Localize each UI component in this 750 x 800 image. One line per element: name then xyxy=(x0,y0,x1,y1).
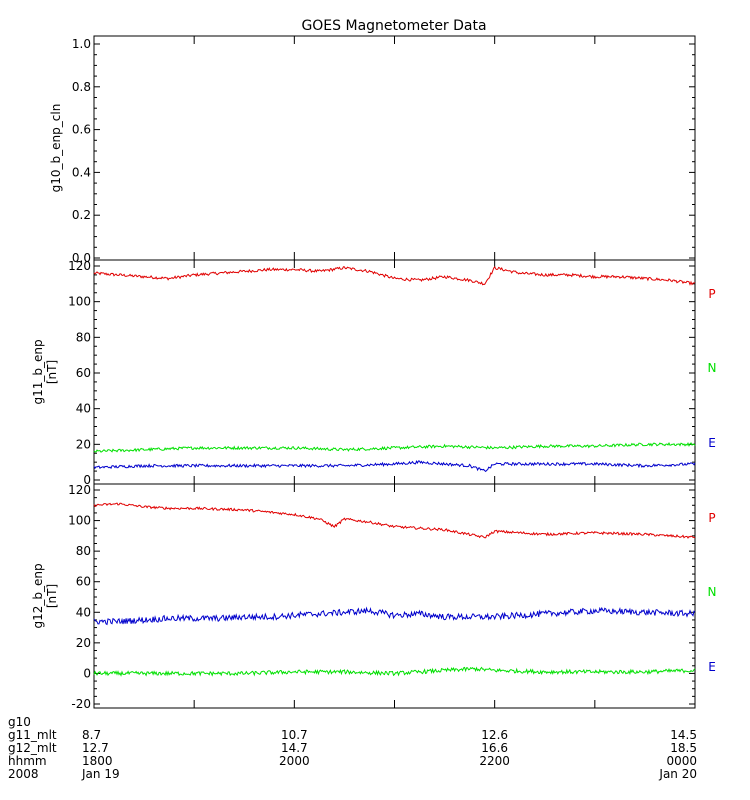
panel-frame xyxy=(93,259,696,485)
y-tick-label: 0 xyxy=(83,473,91,487)
chart-title: GOES Magnetometer Data xyxy=(301,18,486,34)
panel-2: 0 20 40 60 80 100 120 g11_b_enp [nT] P N E xyxy=(31,259,716,487)
footer-row-label: 2008 xyxy=(8,767,39,781)
footer-value: 0000 xyxy=(666,754,697,768)
legend-N: N xyxy=(708,361,717,375)
footer-value: 16.6 xyxy=(481,741,508,755)
footer-value: 18.5 xyxy=(670,741,697,755)
y-axis-unit: [nT] xyxy=(45,584,59,608)
y-tick-label: 100 xyxy=(68,295,91,309)
y-tick-label: 1.0 xyxy=(72,37,91,51)
footer-value: 2200 xyxy=(479,754,510,768)
footer-value: Jan 19 xyxy=(81,767,120,781)
y-axis-label: g10_b_enp_cln xyxy=(49,104,63,193)
panel-frame xyxy=(93,35,696,261)
y-axis-unit: [nT] xyxy=(45,360,59,384)
panel-1: 0.0 0.2 0.4 0.6 0.8 1.0 g10_b_enp_cln xyxy=(49,35,696,265)
footer-row-label: hhmm xyxy=(8,754,47,768)
y-tick-label: 0.8 xyxy=(72,80,91,94)
y-tick-label: -20 xyxy=(71,697,91,711)
legend-P: P xyxy=(708,511,715,525)
footer-row-label: g10 xyxy=(8,715,31,729)
legend-P: P xyxy=(708,287,715,301)
y-tick-label: 100 xyxy=(68,514,91,528)
y-tick-label: 40 xyxy=(76,605,91,619)
footer-value: 12.7 xyxy=(82,741,109,755)
y-tick-label: 40 xyxy=(76,402,91,416)
footer-value: Jan 20 xyxy=(658,767,697,781)
y-tick-label: 120 xyxy=(68,483,91,497)
series-line-N xyxy=(93,442,696,453)
panel-3: -20 0 20 40 60 80 100 120 g12_b_enp [nT] P N E xyxy=(31,483,716,711)
y-axis-label: g11_b_enp xyxy=(31,339,45,404)
chart-panels: 0.0 0.2 0.4 0.6 0.8 1.0 g10_b_enp_cln 0 20 40 60 80… xyxy=(31,35,716,711)
y-tick-label: 0.4 xyxy=(72,165,91,179)
legend-N: N xyxy=(708,585,717,599)
footer-value: 2000 xyxy=(279,754,310,768)
y-tick-label: 20 xyxy=(76,636,91,650)
footer-row-label: g11_mlt xyxy=(8,728,57,742)
y-tick-label: 0.2 xyxy=(72,208,91,222)
series-line-N xyxy=(93,666,696,677)
footer-value: 1800 xyxy=(82,754,113,768)
y-tick-label: 80 xyxy=(76,330,91,344)
series-line-P xyxy=(93,265,696,286)
series-line-P xyxy=(93,502,696,539)
footer-value: 10.7 xyxy=(281,728,308,742)
series-line-E xyxy=(93,606,696,626)
footer-value: 14.5 xyxy=(670,728,697,742)
y-tick-label: 80 xyxy=(76,544,91,558)
y-tick-label: 120 xyxy=(68,259,91,273)
y-tick-label: 0.6 xyxy=(72,123,91,137)
legend-E: E xyxy=(708,660,716,674)
legend-E: E xyxy=(708,436,716,450)
y-tick-label: 60 xyxy=(76,575,91,589)
series-line-E xyxy=(93,460,696,473)
footer-value: 8.7 xyxy=(82,728,101,742)
y-axis-label: g12_b_enp xyxy=(31,563,45,628)
footer-value: 12.6 xyxy=(481,728,508,742)
footer-row-label: g12_mlt xyxy=(8,741,57,755)
y-tick-label: 60 xyxy=(76,366,91,380)
y-tick-label: 0 xyxy=(83,666,91,680)
y-tick-label: 0.0 xyxy=(72,251,91,265)
y-tick-label: 20 xyxy=(76,437,91,451)
footer-value: 14.7 xyxy=(281,741,308,755)
